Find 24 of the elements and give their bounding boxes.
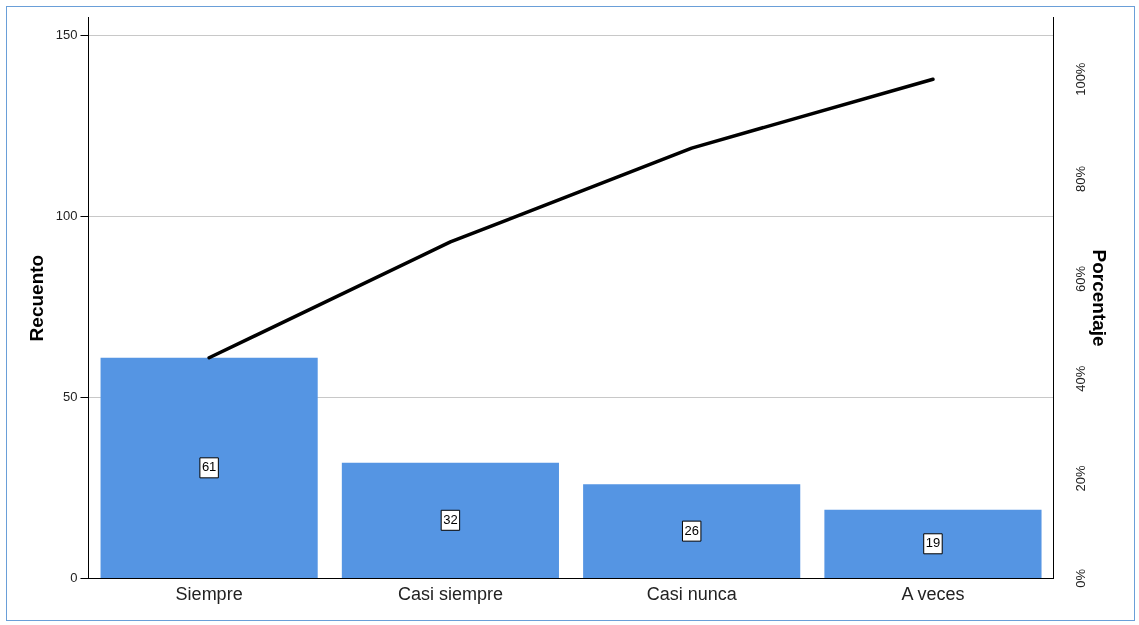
data-label: 32 xyxy=(443,511,458,527)
data-label: 26 xyxy=(684,522,699,538)
y-tick-label: 0 xyxy=(70,569,78,585)
y-tick-label: 50 xyxy=(63,389,78,405)
y2-tick-label: 0% xyxy=(1072,568,1088,588)
data-label: 19 xyxy=(925,535,941,551)
y2-axis-title: Porcentaje xyxy=(1089,249,1111,347)
y2-tick-label: 80% xyxy=(1072,165,1088,193)
bar xyxy=(341,462,559,578)
bar xyxy=(824,509,1042,578)
y2-tick-label: 20% xyxy=(1072,465,1088,492)
x-tick-label: Casi nunca xyxy=(646,584,738,605)
y-tick-label: 100 xyxy=(55,208,78,224)
x-tick-label: A veces xyxy=(901,584,965,605)
x-tick-label: Siempre xyxy=(175,584,243,605)
y-axis-title: Recuento xyxy=(25,254,47,342)
y2-tick-label: 40% xyxy=(1072,365,1088,392)
y-tick-label: 150 xyxy=(55,27,78,43)
bar xyxy=(583,484,801,578)
x-tick-label: Casi siempre xyxy=(397,584,503,605)
y2-tick-label: 60% xyxy=(1072,265,1088,292)
bar xyxy=(100,357,318,578)
y2-tick-label: 100% xyxy=(1072,62,1088,96)
data-label: 61 xyxy=(201,459,217,475)
